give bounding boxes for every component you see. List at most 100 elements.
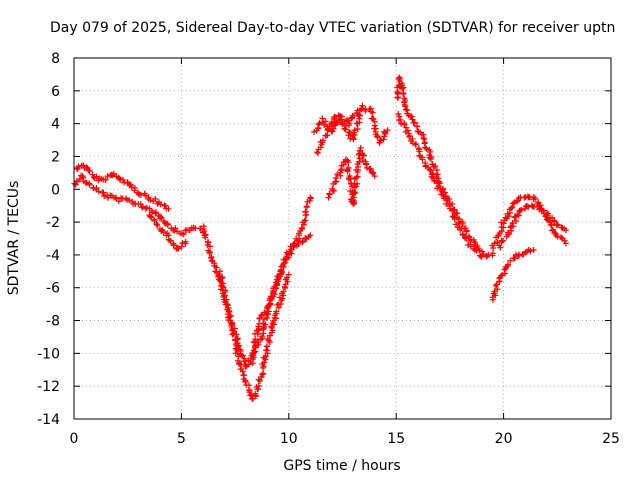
data-point: [351, 127, 358, 134]
data-point: [527, 248, 534, 255]
data-point: [406, 132, 413, 139]
data-point: [269, 289, 276, 296]
data-point: [357, 147, 364, 154]
data-point: [284, 251, 291, 258]
data-point: [371, 173, 378, 180]
data-point: [259, 371, 266, 378]
data-point: [332, 178, 339, 185]
y-tick-label: -10: [37, 346, 60, 362]
data-point: [345, 159, 352, 166]
data-point: [264, 303, 271, 310]
data-point: [153, 221, 160, 228]
series-track: [496, 202, 569, 251]
data-point: [151, 216, 158, 223]
data-point: [314, 149, 321, 156]
data-point: [86, 167, 93, 174]
data-point: [384, 127, 391, 134]
data-point: [257, 336, 264, 343]
data-point: [273, 308, 280, 315]
data-point: [232, 337, 239, 344]
data-point: [543, 216, 550, 223]
data-point: [339, 121, 346, 128]
data-point: [216, 271, 223, 278]
data-point: [509, 220, 516, 227]
data-point: [518, 206, 525, 213]
data-point: [510, 200, 517, 207]
data-point: [207, 243, 214, 250]
data-point: [500, 237, 507, 244]
data-point: [500, 220, 507, 227]
data-point: [352, 189, 359, 196]
data-point: [153, 209, 160, 216]
data-point: [226, 308, 233, 315]
data-point: [344, 167, 351, 174]
data-point: [228, 323, 235, 330]
data-point: [100, 189, 107, 196]
data-point: [423, 145, 430, 152]
data-point: [523, 202, 530, 209]
data-point: [139, 203, 146, 210]
data-point: [239, 368, 246, 375]
data-point: [221, 292, 228, 299]
data-point: [147, 213, 154, 220]
data-point: [154, 221, 161, 228]
data-point: [508, 205, 515, 212]
data-point: [262, 309, 269, 316]
data-point: [273, 285, 280, 292]
data-point: [345, 132, 352, 139]
data-point: [353, 120, 360, 127]
data-point: [280, 263, 287, 270]
grid: [74, 58, 611, 419]
data-point: [152, 195, 159, 202]
data-point: [147, 197, 154, 204]
data-point: [558, 224, 565, 231]
data-point: [332, 113, 339, 120]
data-point: [267, 295, 274, 302]
data-point: [254, 331, 261, 338]
data-point: [319, 137, 326, 144]
data-point: [295, 240, 302, 247]
y-tick-label: -6: [46, 281, 60, 297]
data-point: [282, 284, 289, 291]
data-point: [86, 181, 93, 188]
data-point: [421, 140, 428, 147]
data-point: [270, 321, 277, 328]
data-point: [353, 166, 360, 173]
data-point: [399, 85, 406, 92]
data-point: [380, 136, 387, 143]
data-point: [229, 331, 236, 338]
data-point: [326, 191, 333, 198]
y-tick-label: 6: [51, 84, 60, 100]
data-point: [213, 264, 220, 271]
x-tick-label: 5: [177, 431, 186, 447]
series-track: [314, 102, 391, 156]
data-point: [439, 189, 446, 196]
data-point: [110, 170, 117, 177]
data-point: [397, 116, 404, 123]
data-point: [532, 195, 539, 202]
data-point: [426, 166, 433, 173]
data-point: [316, 120, 323, 127]
data-point: [562, 240, 569, 247]
data-point: [353, 174, 360, 181]
data-point: [377, 137, 384, 144]
data-point: [409, 116, 416, 123]
data-point: [241, 358, 248, 365]
data-point: [315, 121, 322, 128]
data-point: [303, 204, 310, 211]
series-track: [146, 212, 189, 252]
y-tick-label: 4: [51, 117, 60, 133]
data-point: [511, 214, 518, 221]
data-point: [204, 241, 211, 248]
data-point: [489, 250, 496, 257]
y-tick-label: -12: [37, 379, 60, 395]
y-tick-label: -2: [46, 215, 60, 231]
data-point: [561, 237, 568, 244]
data-point: [509, 203, 516, 210]
data-point: [175, 245, 182, 252]
data-points: [71, 74, 569, 403]
data-point: [331, 119, 338, 126]
data-point: [505, 261, 512, 268]
